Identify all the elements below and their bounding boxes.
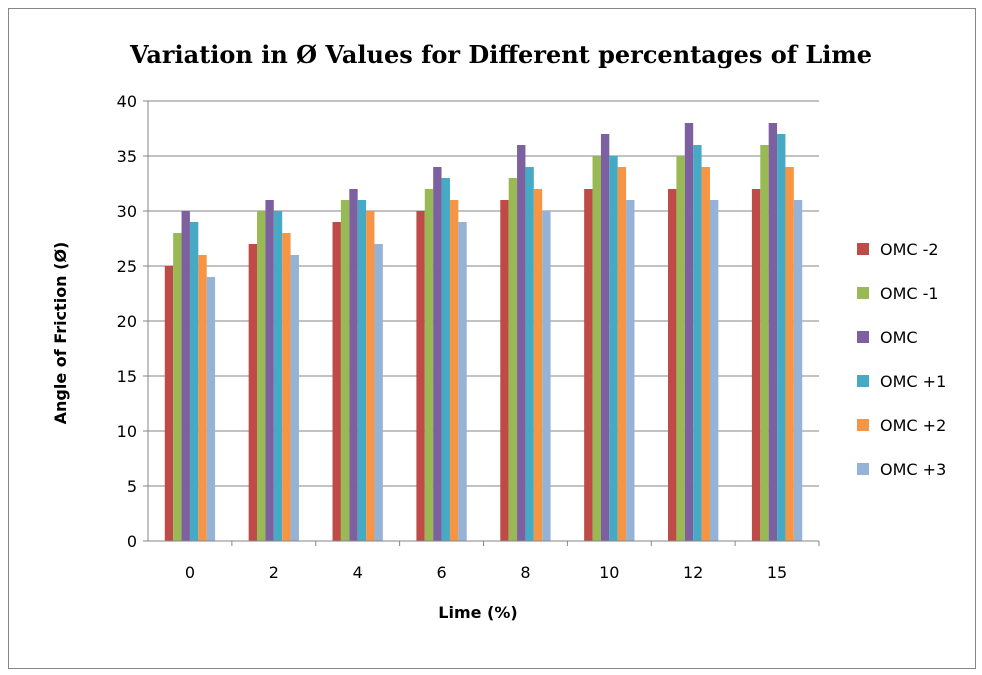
bar [424, 189, 434, 541]
bar [533, 189, 543, 541]
y-tick-labels: 0 5 10 15 20 25 30 35 40 [117, 92, 137, 551]
bars [164, 123, 803, 541]
bar [173, 233, 182, 541]
bar [609, 156, 618, 541]
x-tick-label: 10 [599, 563, 619, 582]
bar [592, 156, 601, 541]
legend-label: OMC -1 [880, 284, 939, 303]
bar [164, 266, 174, 541]
bar [760, 145, 769, 541]
bar [584, 189, 593, 541]
bar [500, 200, 509, 541]
bar [366, 211, 375, 541]
bar [617, 167, 627, 541]
bar [793, 200, 803, 541]
bar [785, 167, 794, 541]
bar [542, 211, 551, 541]
bar [458, 222, 467, 541]
bar [709, 200, 719, 541]
chart-svg: Variation in Ø Values for Different perc… [51, 40, 946, 622]
bar [600, 134, 610, 541]
x-tick-label: 15 [767, 563, 787, 582]
bar [508, 178, 518, 541]
bar [449, 200, 459, 541]
bar [777, 134, 786, 541]
legend-swatch [857, 419, 869, 431]
bar [181, 211, 190, 541]
bar [257, 211, 266, 541]
legend-swatch [857, 243, 869, 255]
bar [248, 244, 258, 541]
y-tick-label: 10 [117, 422, 137, 441]
y-tick-label: 40 [117, 92, 137, 111]
y-tick-label: 35 [117, 147, 137, 166]
y-tick-label: 20 [117, 312, 137, 331]
y-tick-label: 0 [127, 532, 137, 551]
bar [332, 222, 341, 541]
bar [349, 189, 358, 541]
legend-label: OMC [880, 328, 918, 347]
bar [265, 200, 274, 541]
chart-frame: Variation in Ø Values for Different perc… [8, 8, 976, 669]
bar [517, 145, 526, 541]
bar [416, 211, 425, 541]
x-tick-label: 4 [353, 563, 363, 582]
bar [701, 167, 710, 541]
bar [374, 244, 383, 541]
y-tick-label: 15 [117, 367, 137, 386]
bar [206, 277, 216, 541]
bar [357, 200, 367, 541]
legend-swatch [857, 375, 869, 387]
bar [273, 211, 283, 541]
bar [340, 200, 350, 541]
bar [198, 255, 207, 541]
chart-title: Variation in Ø Values for Different perc… [129, 40, 872, 69]
bar [626, 200, 635, 541]
bar [768, 123, 778, 541]
bar [751, 189, 761, 541]
x-tick-label: 12 [683, 563, 703, 582]
bar [441, 178, 450, 541]
bar [693, 145, 702, 541]
y-tick-label: 5 [127, 477, 137, 496]
x-tick-label: 2 [269, 563, 279, 582]
bar [684, 123, 694, 541]
bar [433, 167, 442, 541]
x-tick-label: 0 [185, 563, 195, 582]
y-tick-label: 30 [117, 202, 137, 221]
legend-label: OMC +2 [880, 416, 946, 435]
legend-label: OMC +3 [880, 460, 946, 479]
legend-swatch [857, 287, 869, 299]
bar [525, 167, 534, 541]
legend-label: OMC +1 [880, 372, 946, 391]
legend-swatch [857, 463, 869, 475]
bar [290, 255, 299, 541]
legend: OMC -2 OMC -1 OMC OMC +1 OMC +2 OMC +3 [857, 240, 946, 479]
x-axis-label: Lime (%) [438, 603, 517, 622]
bar [282, 233, 291, 541]
x-tick-label: 8 [520, 563, 530, 582]
x-tick-label: 6 [436, 563, 446, 582]
bar [676, 156, 685, 541]
bar [189, 222, 199, 541]
legend-swatch [857, 331, 869, 343]
x-tick-labels: 0 2 4 6 8 10 12 15 [185, 541, 820, 582]
y-tick-label: 25 [117, 257, 137, 276]
y-axis-label: Angle of Friction (Ø) [51, 242, 70, 425]
legend-label: OMC -2 [880, 240, 939, 259]
bar [668, 189, 677, 541]
